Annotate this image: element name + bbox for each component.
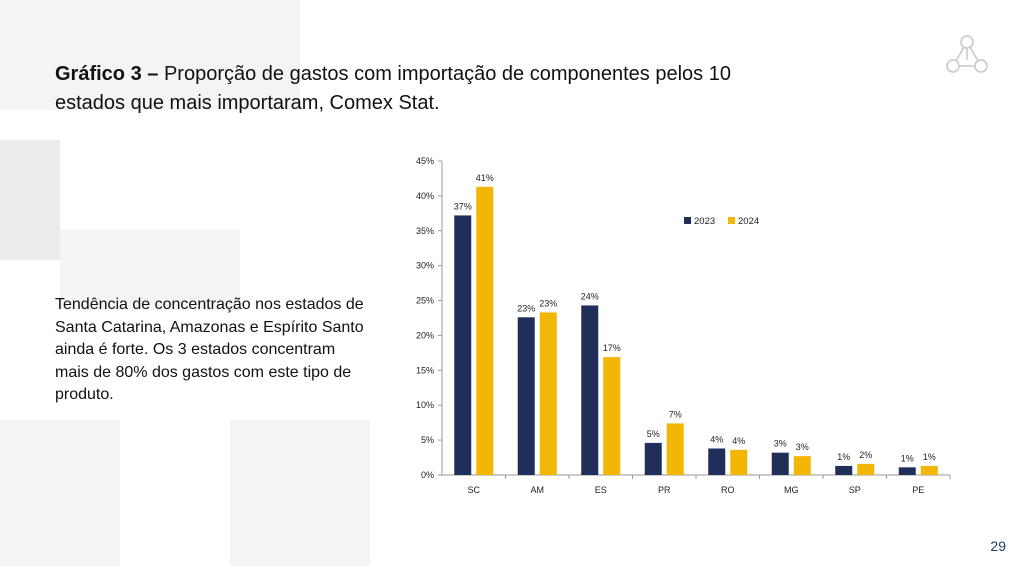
bar-2024-SC <box>476 186 494 475</box>
x-tick-label: SC <box>467 485 480 495</box>
data-label: 1% <box>923 452 936 462</box>
legend-swatch-2023 <box>684 217 691 224</box>
bar-2023-RO <box>708 448 726 475</box>
y-tick-label: 10% <box>416 400 434 410</box>
data-label: 1% <box>901 453 914 463</box>
background-shape <box>60 230 240 310</box>
data-label: 3% <box>774 439 787 449</box>
y-tick-label: 35% <box>416 226 434 236</box>
page-number: 29 <box>990 538 1006 554</box>
triangle-nodes-logo-icon <box>946 35 988 73</box>
bar-2024-PR <box>666 423 684 475</box>
data-label: 17% <box>603 343 621 353</box>
y-tick-label: 30% <box>416 261 434 271</box>
legend-label-2024: 2024 <box>738 216 759 227</box>
title-text: Proporção de gastos com importação de co… <box>55 63 731 114</box>
y-tick-label: 45% <box>416 156 434 166</box>
data-label: 7% <box>669 409 682 419</box>
bar-2023-SC <box>454 215 472 475</box>
page-title: Gráfico 3 – Proporção de gastos com impo… <box>55 60 735 118</box>
data-label: 1% <box>837 452 850 462</box>
y-tick-label: 40% <box>416 191 434 201</box>
data-label: 24% <box>581 291 599 301</box>
data-label: 23% <box>517 303 535 313</box>
bar-2024-RO <box>730 449 748 475</box>
data-label: 5% <box>647 429 660 439</box>
background-shape <box>0 420 120 566</box>
bar-2023-ES <box>581 305 599 475</box>
background-shape <box>0 140 60 260</box>
bar-2023-SP <box>835 465 853 475</box>
legend-swatch-2024 <box>728 217 735 224</box>
y-tick-label: 25% <box>416 296 434 306</box>
legend-label-2023: 2023 <box>694 216 715 227</box>
bar-2023-MG <box>771 452 789 475</box>
bar-2023-PE <box>898 467 916 475</box>
bar-2023-AM <box>517 317 535 475</box>
x-tick-label: ES <box>595 485 607 495</box>
x-tick-label: RO <box>721 485 735 495</box>
y-tick-label: 0% <box>421 470 434 480</box>
bar-2023-PR <box>644 442 662 475</box>
data-label: 37% <box>454 201 472 211</box>
description-text: Tendência de concentração nos estados de… <box>55 296 364 403</box>
data-label: 41% <box>476 173 494 183</box>
x-tick-label: MG <box>784 485 799 495</box>
background-shape <box>230 420 370 566</box>
data-label: 3% <box>796 442 809 452</box>
y-tick-label: 20% <box>416 330 434 340</box>
background-shape <box>130 0 240 40</box>
x-tick-label: PR <box>658 485 671 495</box>
x-tick-label: AM <box>531 485 545 495</box>
data-label: 4% <box>710 434 723 444</box>
y-tick-label: 15% <box>416 365 434 375</box>
bar-2024-AM <box>539 312 557 475</box>
data-label: 23% <box>539 298 557 308</box>
bar-2024-PE <box>920 465 938 475</box>
bar-2024-SP <box>857 463 875 475</box>
x-tick-label: SP <box>849 485 861 495</box>
data-label: 4% <box>732 436 745 446</box>
x-tick-label: PE <box>912 485 924 495</box>
bar-2024-MG <box>793 456 811 475</box>
bar-chart: 0% 5% 10% 15% 20% 25% 30% 35% 40% 45% SC 37% 41% AM 23… <box>416 156 951 495</box>
title-bold-prefix: Gráfico 3 – <box>55 63 159 85</box>
bar-2024-ES <box>603 357 621 475</box>
y-tick-label: 5% <box>421 435 434 445</box>
data-label: 2% <box>859 450 872 460</box>
